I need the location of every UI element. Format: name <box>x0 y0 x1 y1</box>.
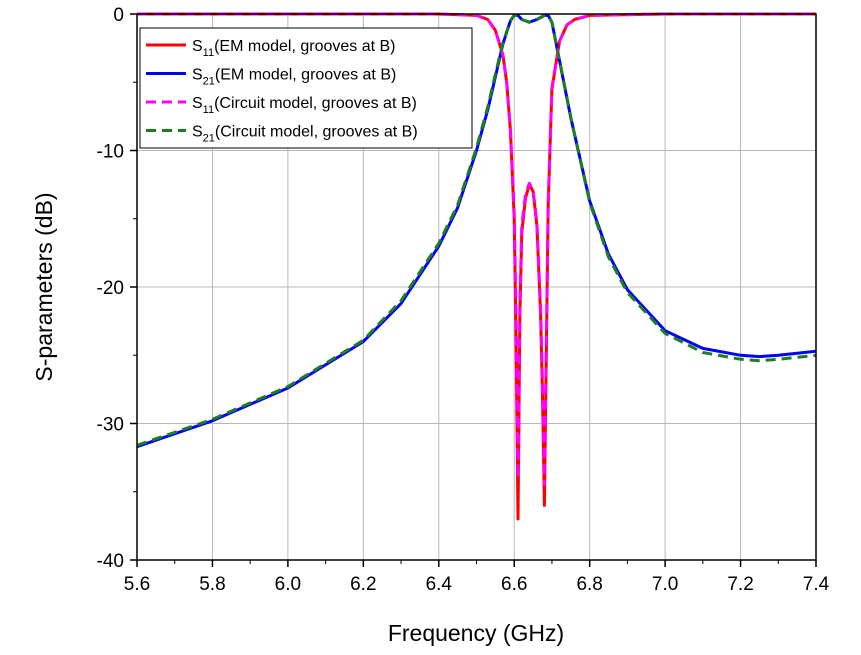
x-tick-label: 7.4 <box>803 574 830 595</box>
legend-label-rest: (Circuit model, grooves at B) <box>215 124 418 141</box>
legend-label-subscript: 21 <box>203 133 215 145</box>
legend-label: S21(Circuit model, grooves at B) <box>192 124 418 145</box>
legend-label-rest: (EM model, grooves at B) <box>214 38 395 55</box>
y-axis-title: S-parameters (dB) <box>31 192 57 381</box>
y-tick-label: -40 <box>97 551 124 572</box>
plot-lines <box>137 12 816 521</box>
legend-label: S21(EM model, grooves at B) <box>192 67 396 88</box>
legend-label-rest: (Circuit model, grooves at B) <box>214 95 417 112</box>
x-tick-label: 6.8 <box>576 574 602 595</box>
x-tick-label: 6.2 <box>350 574 376 595</box>
legend: S11(EM model, grooves at B)S21(EM model,… <box>139 27 473 149</box>
legend-label-main: S <box>192 124 203 141</box>
series-line-4 <box>137 13 816 447</box>
axes: 5.6 5.8 6.0 6.2 6.4 6.6 6.8 7.0 7.2 7.4 0 -10 -20 -30… <box>97 5 830 595</box>
legend-label-main: S <box>192 38 203 55</box>
y-tick-label: 0 <box>113 5 124 26</box>
legend-label-main: S <box>192 95 203 112</box>
legend-label-main: S <box>192 67 203 84</box>
x-tick-label: 7.2 <box>727 574 753 595</box>
legend-label: S11(Circuit model, grooves at B) <box>192 95 417 116</box>
x-tick-label: 5.8 <box>199 574 225 595</box>
series-line-3 <box>137 12 816 487</box>
x-tick-label: 7.0 <box>652 574 678 595</box>
y-tick-label: -30 <box>97 415 124 436</box>
legend-label-rest: (EM model, grooves at B) <box>215 67 396 84</box>
legend-label: S11(EM model, grooves at B) <box>192 38 396 59</box>
x-axis-title: Frequency (GHz) <box>388 620 564 646</box>
x-tick-label: 6.6 <box>501 574 527 595</box>
legend-label-subscript: 21 <box>203 76 215 88</box>
legend-box <box>139 27 473 149</box>
x-tick-label: 5.6 <box>124 574 150 595</box>
y-tick-label: -20 <box>97 278 124 299</box>
legend-label-subscript: 11 <box>203 104 214 116</box>
x-tick-label: 6.4 <box>426 574 453 595</box>
legend-label-subscript: 11 <box>203 47 214 59</box>
y-tick-label: -10 <box>97 142 124 163</box>
x-tick-label: 6.0 <box>275 574 301 595</box>
